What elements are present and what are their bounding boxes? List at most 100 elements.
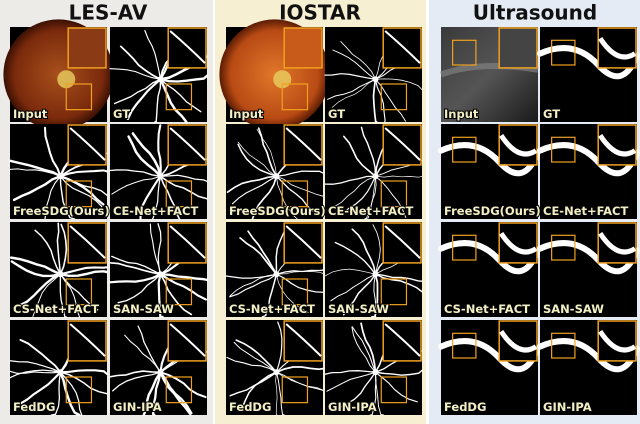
vessel	[364, 175, 376, 220]
zoom-box	[380, 278, 408, 306]
vessel	[9, 168, 61, 177]
zoom-vessel	[169, 323, 206, 357]
zoom-inset	[597, 320, 637, 362]
vessel	[338, 371, 377, 409]
vessel	[372, 224, 381, 275]
zoom-inset	[283, 27, 323, 69]
tile-label: GIN-IPA	[328, 400, 377, 414]
vessel	[237, 143, 278, 178]
tile-label: GIN-IPA	[543, 400, 592, 414]
vessel	[341, 175, 377, 216]
zoom-inset	[498, 320, 538, 362]
vessel	[157, 223, 162, 275]
tile-label: SAN-SAW	[328, 302, 389, 316]
zoom-box	[165, 180, 193, 208]
image-tile: FedDG	[9, 320, 109, 417]
tile-label: GT	[113, 107, 130, 121]
zoom-box	[281, 278, 309, 306]
zoom-box	[452, 332, 477, 359]
optic-disc	[273, 173, 280, 180]
zoom-vessel	[384, 323, 421, 357]
vessel	[374, 369, 423, 376]
zoom-inset	[597, 124, 637, 166]
optic-disc	[57, 173, 64, 180]
tile-label: GT	[543, 107, 560, 121]
vessel	[275, 371, 278, 416]
vessel	[235, 339, 278, 374]
zoom-vessel	[285, 323, 322, 357]
optic-disc	[372, 271, 379, 278]
optic-disc	[57, 369, 64, 376]
vessel	[159, 78, 202, 113]
vessel	[18, 371, 62, 406]
vessel	[225, 273, 278, 279]
vessel	[159, 174, 208, 183]
vessel	[256, 129, 277, 177]
panel-title: IOSTAR	[279, 1, 361, 25]
vessel	[127, 135, 162, 178]
vessel	[276, 273, 309, 313]
vessel	[9, 369, 62, 379]
zoom-vessel	[384, 30, 421, 64]
vessel	[159, 273, 209, 282]
vessel	[334, 241, 377, 275]
vessel	[113, 78, 162, 105]
zoom-vessel	[285, 127, 322, 161]
zoom-box	[281, 83, 309, 111]
vessel	[32, 273, 61, 317]
zoom-vessel	[598, 329, 637, 353]
vessel	[340, 41, 376, 80]
zoom-box	[551, 234, 576, 261]
vessel	[10, 260, 62, 278]
vessel	[59, 175, 76, 220]
vessel	[159, 273, 193, 316]
vessel	[375, 78, 423, 91]
zoom-vessel	[384, 225, 421, 259]
vessel	[374, 78, 386, 123]
vessel	[119, 45, 162, 81]
tile-label: CS-Net+FACT	[444, 302, 530, 316]
vessel	[157, 124, 162, 178]
vessel	[12, 175, 62, 202]
zoom-inset	[597, 222, 637, 264]
vessel	[324, 370, 377, 375]
vessel	[18, 273, 62, 307]
zoom-box	[452, 136, 477, 163]
zoom-box	[65, 278, 93, 306]
image-tile: GIN-IPA	[537, 320, 640, 415]
tile-label: CS-Net+FACT	[229, 302, 315, 316]
vessel	[372, 78, 378, 123]
vessel	[109, 169, 162, 177]
optic-disc	[273, 369, 280, 376]
vessel	[275, 371, 285, 416]
vessel	[231, 175, 278, 205]
vessel	[144, 30, 162, 80]
optic-disc	[57, 271, 64, 278]
vessel	[159, 77, 188, 124]
zoom-vessel	[69, 127, 106, 161]
vessel	[360, 126, 377, 177]
image-tile: GIN-IPA	[324, 320, 423, 416]
vessel	[275, 321, 283, 373]
vessel	[276, 175, 324, 197]
vessel	[50, 371, 62, 416]
vessel	[241, 371, 278, 410]
image-tile: FedDG	[438, 320, 541, 415]
tile-label: SAN-SAW	[113, 302, 174, 316]
zoom-vessel	[169, 225, 206, 259]
zoom-box	[165, 83, 193, 111]
vessel	[275, 366, 324, 374]
tile-label: SAN-SAW	[543, 302, 604, 316]
vessel	[112, 371, 162, 392]
vessel	[137, 325, 162, 373]
image-tile: CE-Net+FACT	[324, 124, 423, 220]
vessel	[333, 175, 376, 208]
vessel	[351, 228, 377, 276]
vessel	[159, 74, 209, 83]
image-tile: Input	[219, 19, 330, 130]
zoom-box	[551, 39, 576, 66]
zoom-vessel	[169, 30, 206, 64]
tile-label: FreeSDG(Ours)	[229, 204, 326, 218]
vessel	[229, 273, 278, 298]
vessel	[154, 78, 162, 123]
